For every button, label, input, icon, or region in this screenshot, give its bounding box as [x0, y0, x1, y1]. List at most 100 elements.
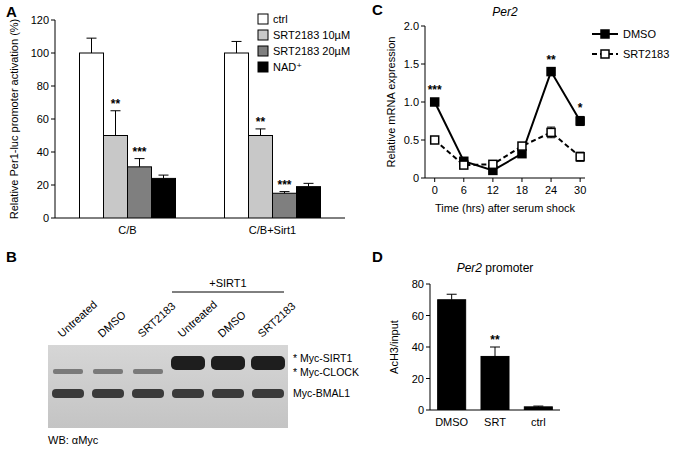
- legend-marker: [601, 50, 609, 58]
- error-bar: [111, 111, 121, 136]
- error-bar: [304, 183, 314, 186]
- band: [251, 356, 285, 370]
- error-stem: [115, 111, 116, 136]
- error-stem: [139, 159, 140, 167]
- y-tick-label: 100: [31, 47, 49, 59]
- band: [212, 389, 244, 398]
- x-tick: [551, 178, 552, 182]
- bar: [524, 407, 552, 410]
- y-tick-label: 0.5: [404, 134, 419, 146]
- marker: [460, 161, 468, 169]
- blot-membrane: [48, 345, 288, 428]
- plot-marks: [431, 68, 584, 175]
- lane-label: DMSO: [95, 308, 128, 339]
- y-tick-label: 20: [37, 179, 49, 191]
- error-bar: [87, 38, 97, 53]
- error-stem: [260, 129, 261, 136]
- band-label: * Myc-CLOCK: [293, 366, 359, 378]
- error-stem: [236, 41, 237, 53]
- marker: [431, 136, 439, 144]
- y-tick-label: 0: [418, 404, 424, 416]
- y-tick: [51, 152, 55, 153]
- marker: [518, 150, 526, 158]
- significance: ***: [132, 145, 146, 159]
- bar: [225, 53, 249, 218]
- marker: [547, 68, 555, 76]
- bar: [80, 53, 104, 218]
- marker: [547, 128, 555, 136]
- band: [252, 389, 284, 398]
- error-bar: [256, 129, 266, 136]
- error-bar: [547, 69, 555, 75]
- legend-swatch: [258, 46, 268, 56]
- legend-label: SRT2183: [623, 48, 669, 60]
- significance: **: [490, 333, 500, 347]
- marker: [576, 153, 584, 161]
- y-tick-label: 120: [31, 14, 49, 26]
- bar: [249, 136, 273, 219]
- panel-label: B: [6, 248, 17, 265]
- significance: **: [256, 115, 266, 129]
- band: [211, 356, 245, 370]
- plot-marks: [438, 294, 553, 410]
- page: {"chart_data": [ {"label": "A", "type": …: [0, 0, 677, 452]
- plot-marks: [80, 38, 321, 218]
- x-tick: [521, 178, 522, 182]
- series-line: [435, 72, 580, 171]
- y-tick-label: 1.0: [404, 96, 419, 108]
- x-tick-label: 18: [516, 184, 528, 196]
- band: [92, 389, 124, 398]
- panel-label: C: [372, 1, 383, 18]
- significance: ***: [428, 83, 442, 97]
- y-tick: [426, 378, 430, 379]
- bar: [273, 193, 297, 218]
- x-tick-label: 30: [574, 184, 586, 196]
- error-cap: [304, 183, 314, 184]
- error-cap: [547, 127, 555, 128]
- error-bar: [547, 127, 555, 138]
- x-axis: [425, 178, 585, 179]
- legend-label: SRT2183 20µM: [273, 45, 350, 57]
- y-tick: [51, 53, 55, 54]
- band: [172, 389, 204, 398]
- lane-label: DMSO: [215, 308, 248, 339]
- y-tick: [426, 315, 430, 316]
- y-tick-label: 1.5: [404, 58, 419, 70]
- chart-title: Per2: [492, 5, 518, 19]
- x-tick-label: SRT: [484, 416, 506, 428]
- band-label: Myc-BMAL1: [293, 387, 350, 399]
- x-tick-label: 6: [461, 184, 467, 196]
- y-tick-label: 2.0: [404, 20, 419, 32]
- error-bar: [576, 152, 584, 161]
- error-bar: [447, 294, 457, 300]
- chart-title: Per2 promoter: [457, 261, 534, 275]
- x-tick-label: DMSO: [435, 416, 468, 428]
- antibody-label: WB: αMyc: [48, 434, 99, 446]
- y-tick-label: 40: [412, 341, 424, 353]
- error-cap: [232, 41, 242, 42]
- y-axis-label: AcH3/input: [388, 320, 400, 374]
- y-tick-label: 80: [412, 278, 424, 290]
- y-tick-label: 20: [412, 373, 424, 385]
- error-bar: [576, 116, 584, 125]
- treatment-label: +SIRT1: [209, 277, 246, 289]
- y-tick: [421, 64, 425, 65]
- marker: [518, 142, 526, 150]
- bar: [128, 167, 152, 218]
- error-cap: [533, 406, 543, 407]
- y-tick: [426, 284, 430, 285]
- y-tick: [426, 347, 430, 348]
- y-tick-label: 40: [37, 146, 49, 158]
- bar: [438, 300, 466, 410]
- lane-label: Untreated: [175, 298, 219, 339]
- band: [93, 369, 123, 374]
- treatment-bar: [172, 292, 284, 293]
- figure: A020406080100120Relative Per1-luc promot…: [0, 0, 677, 452]
- error-bar: [232, 41, 242, 53]
- x-tick: [492, 178, 493, 182]
- x-tick: [434, 178, 435, 182]
- legend-label: DMSO: [623, 28, 656, 40]
- band-label: * Myc-SIRT1: [293, 352, 352, 364]
- marker: [431, 98, 439, 106]
- x-tick: [463, 178, 464, 182]
